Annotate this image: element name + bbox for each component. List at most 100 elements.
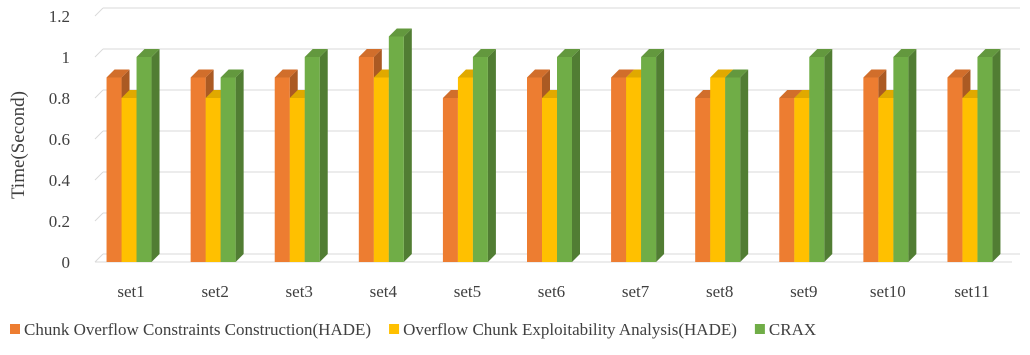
bar-top [947,69,971,78]
bar-top [863,69,887,78]
bar-top [557,49,580,57]
bar-top [304,49,328,57]
x-tick-label: set6 [538,282,565,301]
legend-swatch [10,324,20,334]
bar-top [388,28,412,37]
bar-top [809,49,833,57]
legend-label: CRAX [769,320,816,339]
bar [809,49,833,262]
bar [641,49,665,262]
bar-front [190,77,206,262]
x-tick-label: set1 [117,282,144,301]
y-tick-label: 1 [62,48,71,67]
bar-front [358,57,374,262]
y-tick-label: 0.6 [49,130,70,149]
bar-front [893,57,909,262]
bar-top [274,69,298,78]
bar-side [572,49,580,262]
bar [304,49,328,262]
bar-front [725,77,741,262]
bar-top [190,69,214,78]
bar [472,49,496,262]
legend-label: Chunk Overflow Constraints Construction(… [24,320,371,339]
bar-top [472,49,496,57]
y-tick-label: 0.2 [49,212,70,231]
bar-side [740,69,749,262]
gridline-slant [94,7,104,17]
bar-top [358,49,382,57]
x-tick-label: set10 [870,282,906,301]
bar-front [977,57,993,262]
bar-front [457,77,473,262]
bar-front [442,98,458,262]
y-tick-label: 0.4 [49,171,71,190]
bar-side [151,49,160,262]
x-axis-ticks: set1 set2 set3 set4 set5 set6 set7 set8 set9 set1… [117,282,989,301]
bar-front [121,98,137,262]
x-tick-label: set9 [790,282,817,301]
bar-top [893,49,917,57]
bar-front [962,98,978,262]
bar-front [136,57,152,262]
bar [725,69,749,262]
bar-front [220,77,236,262]
bar-side [656,49,665,262]
bar-top [710,69,734,78]
bar-side [403,28,412,262]
gridline-slant [94,171,104,181]
bar [388,28,412,262]
bar-front [388,36,404,262]
bar-front [809,57,825,262]
bar-top [106,69,130,78]
legend: Chunk Overflow Constraints Construction(… [10,320,816,339]
bar-top [527,69,550,78]
x-tick-label: set7 [622,282,650,301]
gridline-slant [94,212,104,222]
gridline-slant [94,89,104,99]
bar-side [487,49,496,262]
legend-item: Overflow Chunk Exploitability Analysis(H… [389,320,737,339]
bar-front [695,98,711,262]
gridline-slant [94,130,104,140]
x-tick-label: set4 [370,282,398,301]
bar-front [794,98,810,262]
bar-front [542,98,557,262]
bar-side [908,49,917,262]
bar [893,49,917,262]
bar [557,49,580,262]
y-tick-label: 0 [62,253,71,272]
bar-front [472,57,488,262]
bar-front [710,77,726,262]
x-tick-label: set5 [454,282,481,301]
bar-front [611,77,627,262]
y-axis-ticks: 0 0.2 0.4 0.6 0.8 1 1.2 [49,7,71,272]
bar [136,49,160,262]
bar-top [220,69,244,78]
bar-front [626,77,642,262]
bar-front [304,57,320,262]
bar-front [289,98,305,262]
y-axis-title: Time(Second) [8,91,29,199]
bar-top [641,49,665,57]
gridline-slant [94,253,104,263]
x-tick-label: set11 [954,282,989,301]
bar-front [947,77,963,262]
bar-top [977,49,1001,57]
x-tick-label: set2 [201,282,228,301]
legend-swatch [754,324,765,334]
bar-top [725,69,749,78]
bars [106,28,1001,262]
bar-front [779,98,795,262]
bar-front [373,77,389,262]
bar-side [992,49,1001,262]
bar-top [136,49,160,57]
gridline-slant [94,48,104,58]
legend-item: CRAX [754,320,816,339]
legend-label: Overflow Chunk Exploitability Analysis(H… [403,320,737,339]
bar [977,49,1001,262]
legend-swatch [389,324,400,334]
bar-front [205,98,221,262]
bar-side [319,49,328,262]
